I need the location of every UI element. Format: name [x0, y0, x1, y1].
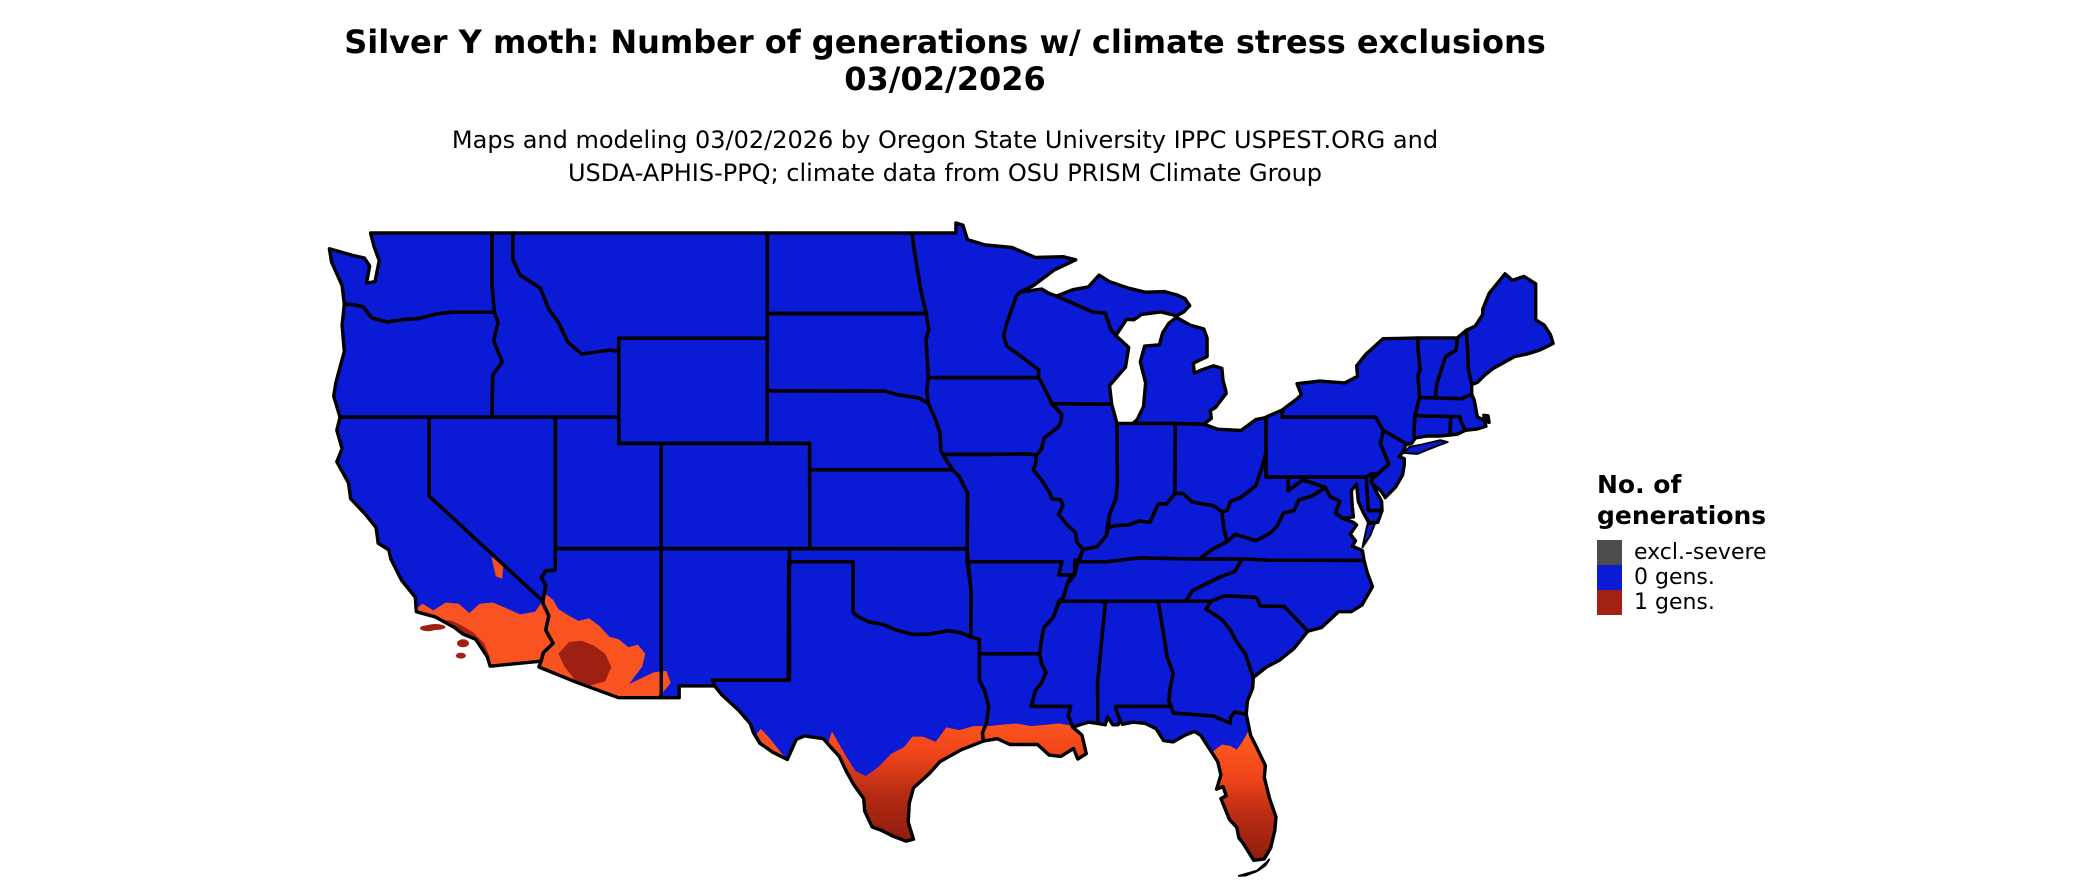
state-wi — [1003, 289, 1129, 405]
state-mil — [1132, 317, 1227, 425]
state-de — [1366, 474, 1382, 511]
state-ne — [767, 390, 953, 470]
one-gen-region-southwest — [407, 594, 671, 712]
legend-item-one-gen: 1 gens. — [1597, 590, 1767, 615]
legend: No. of generations excl.-severe 0 gens. 1 … — [1597, 469, 1767, 615]
legend-title-line2: generations — [1597, 501, 1767, 530]
state-sd — [767, 313, 929, 404]
state-border-az — [537, 546, 663, 700]
state-or — [333, 304, 503, 418]
states-borders — [327, 221, 1555, 862]
state-mn — [911, 223, 1076, 378]
state-ma — [1414, 394, 1490, 431]
state-va — [1199, 487, 1364, 561]
legend-label-excl-severe: excl.-severe — [1634, 540, 1767, 565]
state-mo — [942, 453, 1084, 575]
state-pa — [1266, 410, 1389, 478]
legend-label-zero-gens: 0 gens. — [1634, 565, 1715, 590]
state-tn — [1058, 557, 1243, 602]
state-nh — [1435, 330, 1472, 399]
state-border-tx — [711, 560, 991, 843]
legend-item-excl-severe: excl.-severe — [1597, 540, 1767, 565]
state-li — [1403, 440, 1448, 454]
legend-swatch-excl-severe — [1597, 540, 1622, 565]
state-vt — [1418, 337, 1458, 398]
figure-subtitle-line2: USDA-APHIS-PPQ; climate data from OSU PR… — [567, 159, 1323, 187]
figure-title-date: 03/02/2026 — [844, 60, 1046, 98]
state-nm — [661, 548, 790, 698]
legend-swatch-zero-gens — [1597, 565, 1622, 590]
state-ok — [789, 548, 972, 637]
state-oh — [1174, 417, 1266, 512]
state-me — [1466, 273, 1554, 385]
state-ky — [1077, 493, 1228, 562]
state-ct — [1413, 415, 1451, 438]
state-ia — [926, 377, 1062, 456]
state-border-ma — [1413, 392, 1491, 432]
state-border-nc — [1184, 557, 1375, 633]
legend-label-one-gen: 1 gens. — [1634, 590, 1715, 615]
state-al — [1097, 601, 1174, 725]
legend-items: excl.-severe 0 gens. 1 gens. — [1597, 540, 1767, 615]
state-nv — [429, 417, 556, 602]
figure-subtitle-line1: Maps and modeling 03/02/2026 by Oregon S… — [451, 126, 1439, 154]
state-border-mil — [1131, 315, 1228, 426]
state-nc — [1185, 558, 1373, 632]
state-ut — [555, 417, 662, 549]
state-co — [661, 443, 810, 549]
state-wv — [1221, 452, 1326, 542]
legend-item-zero-gens: 0 gens. — [1597, 565, 1767, 590]
state-ind — [1108, 423, 1176, 528]
state-border-me — [1464, 272, 1555, 387]
one-gen-region-big-bend — [756, 728, 786, 759]
legend-swatch-one-gen — [1597, 590, 1622, 615]
channel-islands — [420, 624, 469, 659]
state-border-vaes — [1361, 520, 1377, 549]
state-nd — [767, 233, 927, 314]
state-ca — [336, 417, 554, 667]
state-ks — [809, 469, 968, 549]
state-mt — [512, 233, 768, 354]
state-miu — [1056, 275, 1190, 336]
state-border-nj — [1369, 429, 1408, 500]
state-wy — [618, 338, 768, 444]
legend-title: No. of generations — [1597, 469, 1767, 531]
state-border-keys — [1237, 858, 1271, 877]
states-borders-thin — [1237, 439, 1449, 877]
state-border-fl — [1114, 704, 1278, 862]
state-border-li — [1402, 439, 1449, 455]
state-wa — [329, 233, 495, 322]
legend-title-line1: No. of — [1597, 470, 1682, 499]
state-ar — [967, 561, 1072, 654]
one-gen-dark-arizona-core — [558, 640, 612, 686]
state-il — [1033, 403, 1118, 550]
state-border-miu — [1054, 273, 1192, 338]
state-ms — [1031, 601, 1106, 728]
figure-header: Silver Y moth: Number of generations w/ … — [0, 0, 1890, 200]
figure-title-line1: Silver Y moth: Number of generations w/ … — [344, 23, 1546, 61]
state-ny — [1282, 337, 1421, 445]
state-border-md — [1286, 475, 1384, 526]
